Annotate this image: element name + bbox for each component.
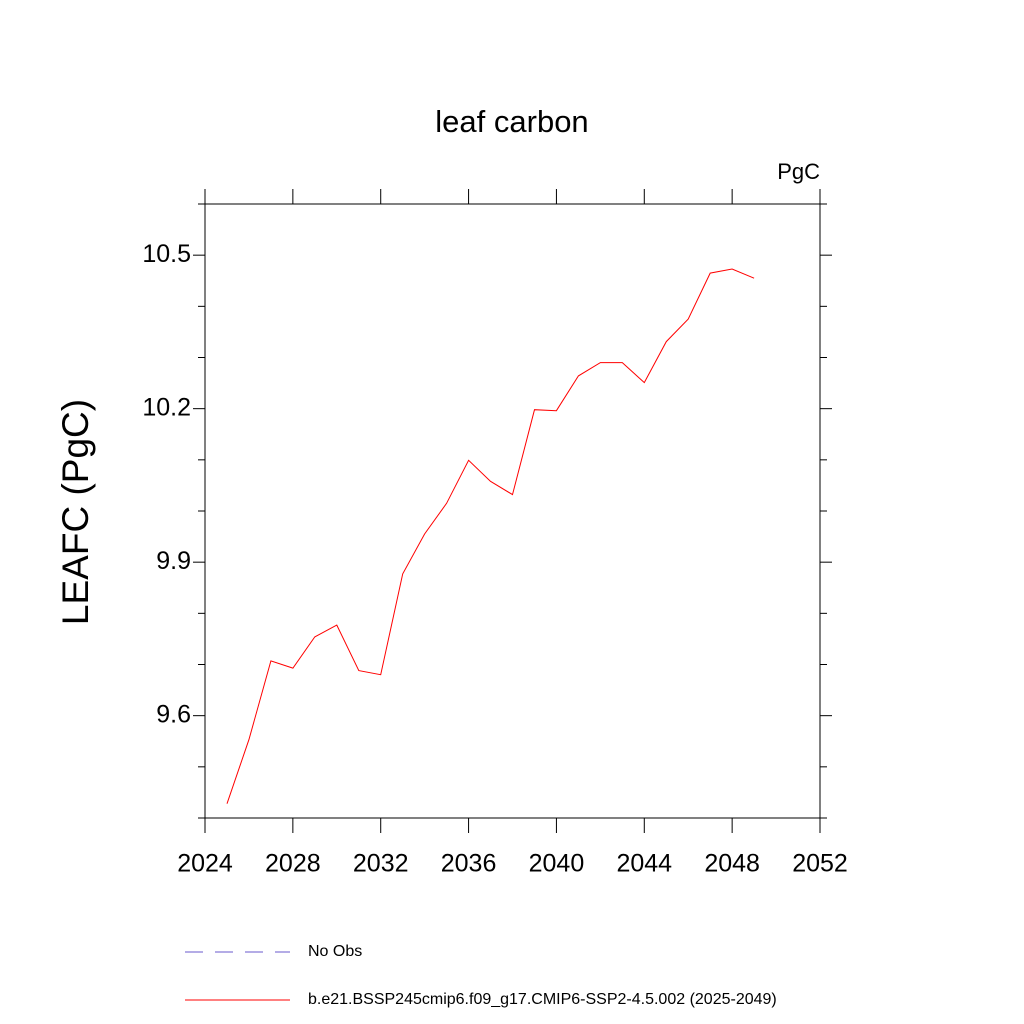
y-tick-label: 10.2 <box>142 393 191 421</box>
x-tick-label: 2044 <box>616 850 672 878</box>
plot-frame <box>204 203 821 819</box>
x-tick-label: 2032 <box>353 850 409 878</box>
y-axis-label: LEAFC (PgC) <box>55 399 96 625</box>
data-line <box>226 268 755 804</box>
x-tick-label: 2036 <box>441 850 497 878</box>
x-tick-label: 2048 <box>704 850 760 878</box>
units-label: PgC <box>777 159 820 184</box>
x-tick-label: 2028 <box>265 850 321 878</box>
x-tick-label: 2052 <box>792 850 848 878</box>
y-tick-label: 9.6 <box>156 700 191 728</box>
x-tick-label: 2024 <box>177 850 233 878</box>
legend-label: b.e21.BSSP245cmip6.f09_g17.CMIP6-SSP2-4.… <box>308 991 777 1008</box>
legend-label: No Obs <box>308 943 362 960</box>
x-tick-label: 2040 <box>529 850 585 878</box>
y-tick-label: 10.5 <box>142 240 191 268</box>
y-tick-label: 9.9 <box>156 547 191 575</box>
chart-title: leaf carbon <box>435 104 588 139</box>
